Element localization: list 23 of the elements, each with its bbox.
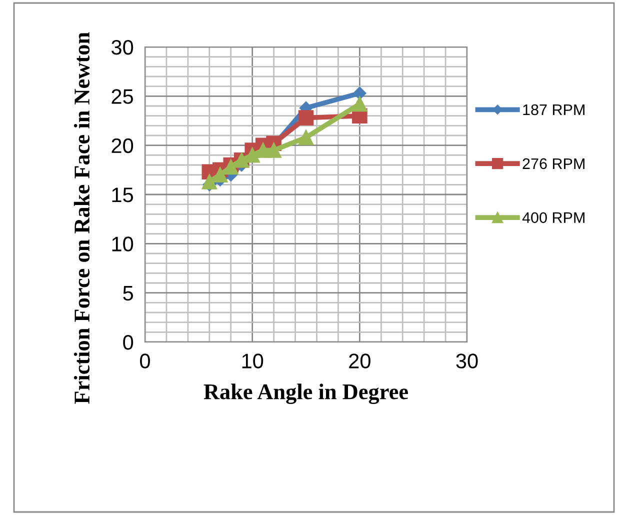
y-axis-title: Friction Force on Rake Face in Newton: [74, 32, 90, 404]
point: [212, 167, 228, 182]
legend-label: 400 RPM: [522, 212, 584, 224]
point: [353, 86, 366, 100]
y-tick-label: 20: [112, 138, 134, 154]
y-tick-label: 15: [112, 188, 134, 202]
point: [202, 174, 218, 190]
y-tick-label: 25: [112, 89, 134, 104]
point: [298, 130, 314, 146]
point: [352, 96, 368, 112]
point: [266, 142, 282, 158]
y-tick-label: 5: [123, 286, 134, 301]
x-tick-label: 10: [242, 354, 264, 368]
y-tick-label: 0: [123, 335, 134, 350]
x-tick-label: 20: [349, 354, 370, 368]
x-tick-label: 30: [456, 354, 478, 368]
y-tick-label: 30: [112, 40, 134, 55]
point: [298, 110, 314, 126]
legend-label: 187 RPM: [523, 104, 584, 116]
x-tick-label: 0: [140, 354, 150, 368]
y-tick-label: 10: [112, 236, 134, 252]
legend-label: 276 RPM: [522, 158, 584, 170]
x-axis-title: Rake Angle in Degree: [204, 384, 408, 404]
